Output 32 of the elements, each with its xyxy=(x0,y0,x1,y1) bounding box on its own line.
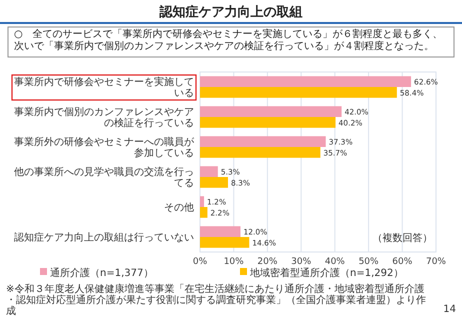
x-tick-label: 70% xyxy=(426,257,446,267)
bar xyxy=(200,117,336,128)
text: 14 xyxy=(443,304,456,315)
x-tick-label: 30% xyxy=(291,257,312,267)
annotation: （複数回答） xyxy=(372,232,432,244)
bar xyxy=(200,147,320,158)
bar xyxy=(200,136,326,147)
bar xyxy=(200,87,397,98)
chart-title: 認知症ケア力向上の取組 xyxy=(158,4,302,20)
y-tick-label: 認知症ケア力向上の取組は行っていない xyxy=(14,232,194,244)
x-tick-label: 60% xyxy=(392,257,413,267)
x-tick-label: 40% xyxy=(324,257,346,267)
x-tick-label: 10% xyxy=(224,257,244,267)
bar xyxy=(200,106,342,117)
bar xyxy=(200,166,218,177)
text: ○ 全てのサービスで「事業所内で研修会やセミナーを実施している」が６割程度と最も多く、次いで「事業所内で個別のカンファレンスやケアの検証を行っている」が４割程度となった。 xyxy=(14,28,443,52)
y-tick-label: 事業所内で個別のカンファレンスやケアの検証を行っている xyxy=(14,106,194,129)
bar xyxy=(200,76,412,87)
legend-label: 通所介護（n=1,377） xyxy=(50,267,154,279)
text: ※令和３年度老人保健健康増進等事業「在宅生活継続にあたり通所介護・地域密着型通所介護・認知症対応型通所介護が果たす役割に関する調査研究事業」（全国介護事業者連盟）より作成 xyxy=(6,283,426,317)
x-tick-label: 20% xyxy=(257,257,278,267)
y-tick-label: 他の事業所への見学や職員の交流を行ってる xyxy=(14,166,194,189)
x-tick-label: 50% xyxy=(358,257,380,267)
legend-label: 地域密着型通所介護（n=1,292） xyxy=(249,267,404,279)
bar xyxy=(200,237,250,248)
y-tick-label: 事業所外の研修会やセミナーへの職員が参加している xyxy=(14,136,195,159)
bar xyxy=(200,196,204,207)
bar xyxy=(200,207,208,218)
y-tick-label: その他 xyxy=(164,202,194,214)
bar xyxy=(200,226,240,237)
bar xyxy=(200,177,228,188)
x-tick-label: 0% xyxy=(192,257,208,267)
